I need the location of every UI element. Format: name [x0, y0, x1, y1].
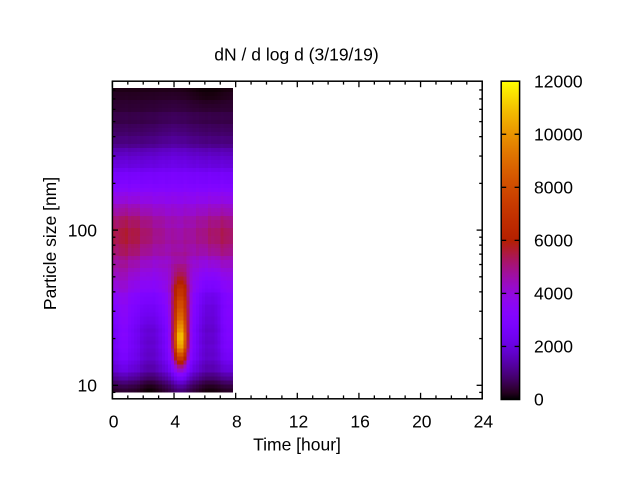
svg-text:100: 100: [68, 220, 97, 240]
svg-text:Time [hour]: Time [hour]: [253, 434, 341, 454]
svg-text:0: 0: [534, 390, 544, 410]
svg-text:dN / d log d (3/19/19): dN / d log d (3/19/19): [214, 45, 378, 65]
svg-text:12: 12: [289, 412, 308, 432]
svg-text:6000: 6000: [534, 231, 573, 251]
svg-text:10000: 10000: [534, 124, 583, 144]
svg-text:24: 24: [474, 412, 494, 432]
svg-text:2000: 2000: [534, 337, 573, 357]
svg-text:16: 16: [350, 412, 369, 432]
svg-text:4000: 4000: [534, 284, 573, 304]
svg-text:12000: 12000: [534, 71, 583, 91]
svg-text:8: 8: [232, 412, 242, 432]
svg-text:4: 4: [170, 412, 180, 432]
svg-text:Particle size [nm]: Particle size [nm]: [40, 177, 60, 310]
svg-text:20: 20: [412, 412, 432, 432]
svg-text:8000: 8000: [534, 178, 573, 198]
svg-text:0: 0: [109, 412, 119, 432]
svg-text:10: 10: [78, 376, 98, 396]
